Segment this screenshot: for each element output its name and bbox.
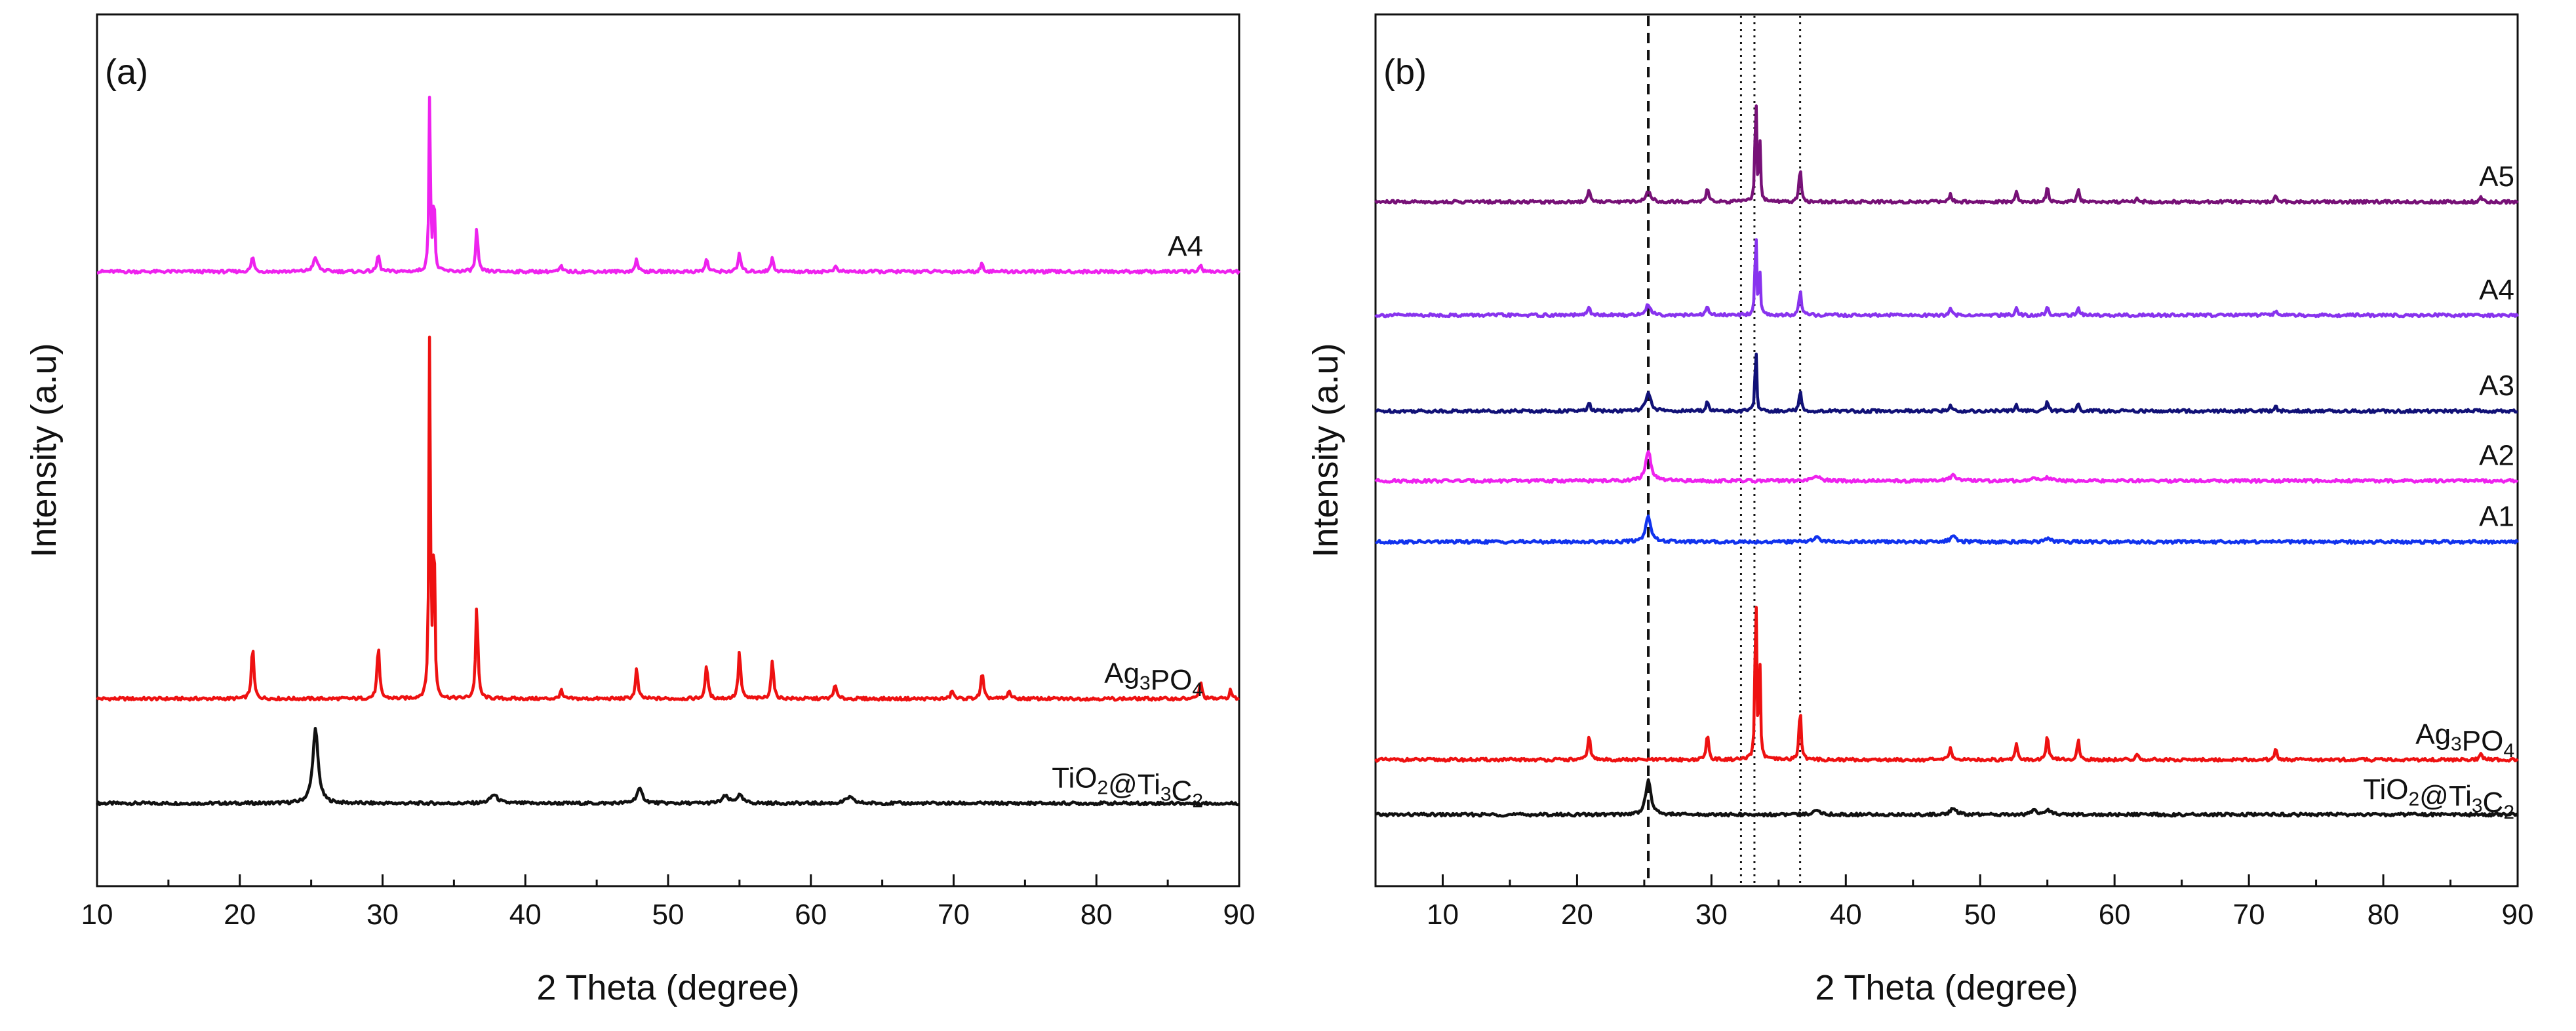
panel-a-x-axis-title: 2 Theta (degree) [536,968,799,1007]
panel-b-x-tick-label: 10 [1427,899,1459,931]
panel-a-y-axis-title: Intensity (a.u) [24,343,64,557]
panel-b-series-a2-line [1374,450,2519,484]
panel-b-y-axis-title: Intensity (a.u) [1306,343,1345,557]
panel-b-series-a1-label: A1 [2479,501,2514,533]
panel-a-x-tick-label: 90 [1223,899,1256,931]
panel-b-x-tick-label: 80 [2368,899,2400,931]
panel-b-x-tick-label: 60 [2099,899,2131,931]
panel-b-series-a4-label: A4 [2479,274,2514,306]
panel-a-x-tick-label: 60 [795,899,827,931]
panel-b-x-tick-label: 30 [1695,899,1728,931]
panel-b-series-a4-line [1374,238,2519,319]
panel-a-x-tick-label: 10 [81,899,113,931]
panel-b-x-tick-label: 20 [1561,899,1593,931]
panel-b-tag: (b) [1383,52,1427,92]
panel-b-series-a3-label: A3 [2479,370,2514,402]
panel-a-series-tio2-ti3c2-line [95,726,1240,807]
panel-b-x-tick-label: 70 [2233,899,2265,931]
panel-b-frame [1374,13,2519,887]
panel-b-x-tick-label: 90 [2502,899,2534,931]
panel-a-series-ag3po4-label: Ag3PO4 [1104,657,1203,701]
panel-b-series-tio2-ti3c2-label: TiO2@Ti3C2 [2363,773,2514,823]
panel-a-series-ag3po4-line [96,336,1240,702]
panel-a-x-tick-label: 40 [509,899,542,931]
panel-a-series-tio2-ti3c2-label: TiO2@Ti3C2 [1052,762,1203,812]
panel-a-tag: (a) [105,52,148,92]
panel-b-series-ag3po4-label: Ag3PO4 [2415,718,2514,762]
panel-b-series-ag3po4-line [1374,606,2519,763]
panel-a-x-tick-label: 20 [224,899,256,931]
panel-b: (b) 2 Theta (degree) Intensity (a.u) 10 2… [1306,13,2534,1007]
panel-a-series-a4-label: A4 [1168,230,1203,262]
panel-a-x-tick-label: 50 [652,899,684,931]
panel-b-x-tick-label: 50 [1964,899,1996,931]
panel-a-x-tick-label: 70 [938,899,970,931]
panel-b-series-a5-label: A5 [2479,161,2514,193]
panel-b-x-tick-label: 40 [1830,899,1862,931]
panel-b-series-a5-line [1374,104,2519,205]
panel-b-x-axis-title: 2 Theta (degree) [1815,968,2078,1007]
panel-b-series-tio2-ti3c2-line [1375,778,2519,818]
panel-a-series-a4-line [96,95,1241,275]
panel-a-x-tick-label: 30 [367,899,399,931]
panel-b-series-a3-line [1375,352,2518,414]
panel-a-x-tick-label: 80 [1080,899,1113,931]
panel-b-series-a2-label: A2 [2479,440,2514,472]
panel-a-frame [96,13,1240,887]
panel-a: (a) 2 Theta (degree) Intensity (a.u) 10 2… [24,13,1256,1007]
panel-b-series-a1-line [1374,514,2519,545]
